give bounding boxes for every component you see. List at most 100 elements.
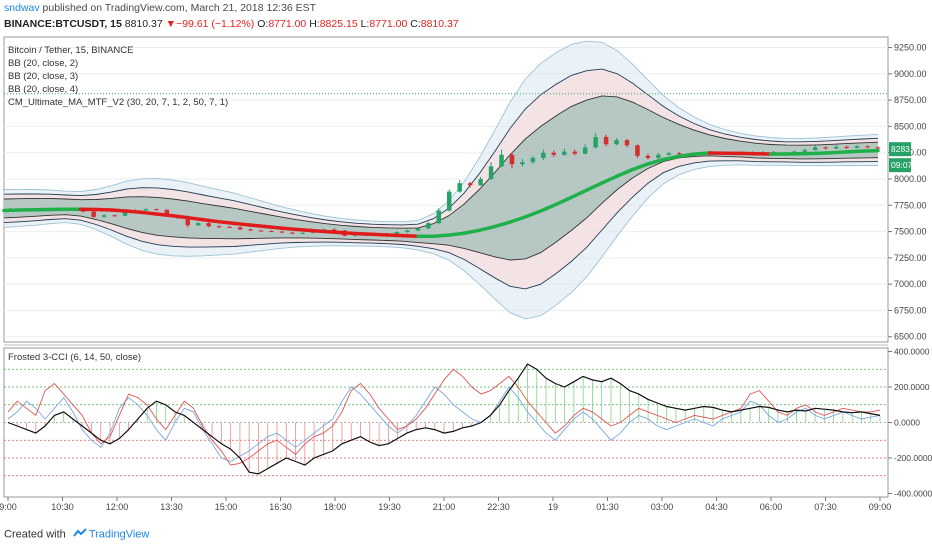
price-tick-label: 6500.00 [894, 332, 927, 342]
x-tick-label: 07:30 [814, 502, 837, 512]
ma-segment [232, 221, 252, 227]
price-tick-label: 7500.00 [894, 227, 927, 237]
candle-body [91, 211, 96, 217]
candle-body [258, 230, 264, 232]
ma-segment [845, 149, 865, 154]
candle-body [603, 136, 609, 145]
candle-body [300, 232, 306, 234]
tradingview-logo-icon[interactable] [73, 528, 87, 541]
cci-tick-label: 400.0000 [894, 347, 930, 357]
publish-info: sndwav published on TradingView.com, Mar… [4, 2, 316, 14]
symbol-label: BINANCE:BTCUSDT, 15 [4, 18, 122, 30]
candle-body [185, 216, 191, 226]
candle-body [112, 215, 117, 217]
price-tick-label: 7250.00 [894, 253, 927, 263]
ma-segment [830, 150, 850, 155]
candle-body [164, 209, 170, 216]
ohlc-header: BINANCE:BTCUSDT, 15 8810.37 ▼−99.61 (−1.… [4, 18, 459, 30]
close-label: C: [410, 18, 421, 30]
ma-segment [446, 231, 466, 237]
tradingview-link[interactable]: TradingView [88, 528, 150, 541]
candle-body [478, 178, 483, 186]
ma-segment [554, 195, 574, 207]
candle-body [520, 162, 525, 165]
ma-segment [692, 151, 712, 156]
ma-segment [385, 233, 405, 238]
candle-body [279, 231, 285, 233]
last-price-tag [889, 142, 911, 157]
countdown-tag [889, 158, 911, 173]
ma-segment [431, 233, 451, 238]
high-value: 8825.15 [319, 18, 358, 30]
author-link[interactable]: sndwav [4, 2, 40, 14]
ma-segment [124, 209, 144, 215]
ma-segment [278, 226, 298, 232]
bb2-fill [4, 95, 878, 261]
ma-segment [186, 215, 206, 222]
x-tick-label: 12:00 [106, 502, 129, 512]
candle-body [237, 227, 243, 230]
price-tick-label: 7750.00 [894, 200, 927, 210]
candle-body [415, 228, 421, 231]
ma-segment [247, 223, 267, 229]
publish-text: published on TradingView.com, March 21, … [42, 2, 317, 14]
ma-segment [201, 218, 221, 224]
last-price: 8810.37 [124, 18, 163, 30]
x-tick-label: 10:30 [51, 502, 74, 512]
ma-segment [324, 229, 344, 235]
candle-body [216, 226, 222, 228]
x-tick-label: 06:00 [760, 502, 783, 512]
cci-legend: Frosted 3-CCI (6, 14, 50, close) [8, 352, 141, 363]
ma-segment [293, 227, 313, 233]
change-arrow-icon: ▼ [165, 18, 177, 30]
ma-segment [462, 228, 482, 236]
candle-body [101, 215, 107, 217]
price-legend-3: BB (20, close, 4) [8, 84, 78, 95]
cci-tick-label: 200.0000 [894, 382, 930, 392]
cci-series-0 [7, 363, 881, 475]
candle-body [331, 229, 337, 231]
ma-segment [814, 150, 834, 156]
ma-segment [508, 215, 528, 224]
candle-body [614, 140, 619, 145]
price-tick-label: 6750.00 [894, 305, 927, 315]
candle-body [206, 223, 211, 227]
ma-segment [676, 152, 696, 159]
x-tick-label: 9:00 [0, 502, 17, 512]
candle-body [122, 211, 128, 216]
x-tick-label: 15:00 [215, 502, 238, 512]
ma-segment [477, 224, 497, 233]
ma-segment [216, 219, 236, 226]
candle-body [551, 152, 557, 155]
created-with-text: Created with [4, 528, 66, 541]
candle-body [865, 146, 870, 148]
x-tick-label: 18:00 [324, 502, 347, 512]
ma-segment [538, 202, 558, 213]
candle-body [656, 154, 661, 158]
candle-body [509, 154, 515, 165]
x-tick-label: 01:30 [596, 502, 619, 512]
bb2-lower-line [3, 155, 879, 261]
ma-segment [170, 214, 190, 220]
x-tick-label: 03:00 [651, 502, 674, 512]
ma-segment [584, 181, 604, 192]
low-value: 8771.00 [369, 18, 408, 30]
close-value: 8810.37 [420, 18, 459, 30]
candle-body [813, 147, 818, 151]
last-price-tag-label: 8283.47 [891, 144, 922, 154]
ma-segment [615, 167, 635, 178]
ma-segment [354, 231, 374, 237]
ma-segment [600, 174, 620, 185]
price-tick-label: 9000.00 [894, 69, 927, 79]
price-legend-1: BB (20, close, 2) [8, 58, 78, 69]
candle-body [290, 232, 295, 234]
low-label: L: [360, 18, 370, 30]
candle-body [645, 155, 651, 158]
candle-body [635, 145, 640, 156]
ma-segment [2, 208, 22, 213]
price-legend-4: CM_Ultimate_MA_MTF_V2 (30, 20, 7, 1, 2, … [8, 97, 228, 108]
price-legend-2: BB (20, close, 3) [8, 71, 78, 82]
ma-segment [523, 209, 543, 219]
x-tick-label: 04:30 [705, 502, 728, 512]
